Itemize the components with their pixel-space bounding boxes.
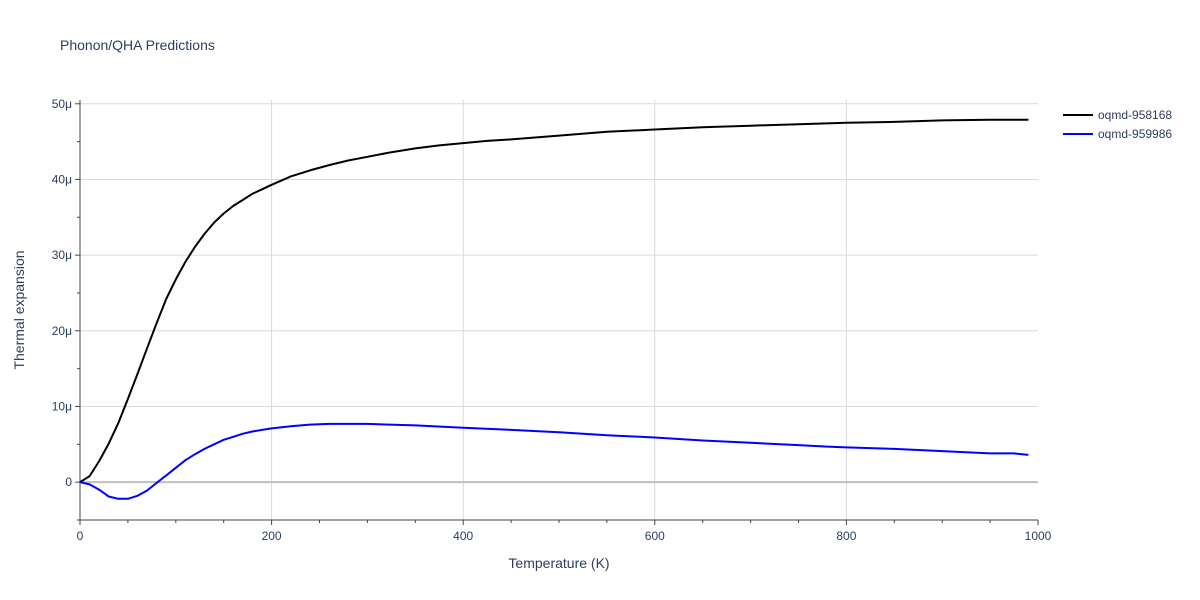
y-tick-label: 50μ (52, 97, 72, 111)
x-tick-label: 1000 (1025, 529, 1052, 543)
x-tick-label: 800 (836, 529, 856, 543)
legend[interactable]: oqmd-958168 oqmd-959986 (1063, 108, 1172, 141)
axis-layer: 0 200 400 600 800 1000 0 10μ 20μ 30μ 40μ 50μ (52, 97, 1052, 543)
x-tick-label: 400 (453, 529, 473, 543)
y-tick-label: 30μ (52, 248, 72, 262)
series-layer (79, 118, 1029, 500)
series-line-1 (79, 118, 1029, 484)
y-tick-label: 0 (65, 475, 72, 489)
legend-label: oqmd-958168 (1098, 108, 1172, 122)
y-axis-title: Thermal expansion (11, 250, 27, 369)
x-tick-label: 0 (77, 529, 84, 543)
legend-label: oqmd-959986 (1098, 127, 1172, 141)
series-line-2 (79, 422, 1029, 500)
y-tick-label: 10μ (52, 399, 72, 413)
y-tick-label: 40μ (52, 172, 72, 186)
x-tick-label: 200 (262, 529, 282, 543)
legend-item-2[interactable]: oqmd-959986 (1063, 127, 1172, 141)
grid-layer (80, 100, 1038, 520)
x-tick-label: 600 (645, 529, 665, 543)
y-tick-label: 20μ (52, 324, 72, 338)
legend-item-1[interactable]: oqmd-958168 (1063, 108, 1172, 122)
chart-title: Phonon/QHA Predictions (60, 37, 215, 53)
x-axis-title: Temperature (K) (508, 555, 609, 571)
